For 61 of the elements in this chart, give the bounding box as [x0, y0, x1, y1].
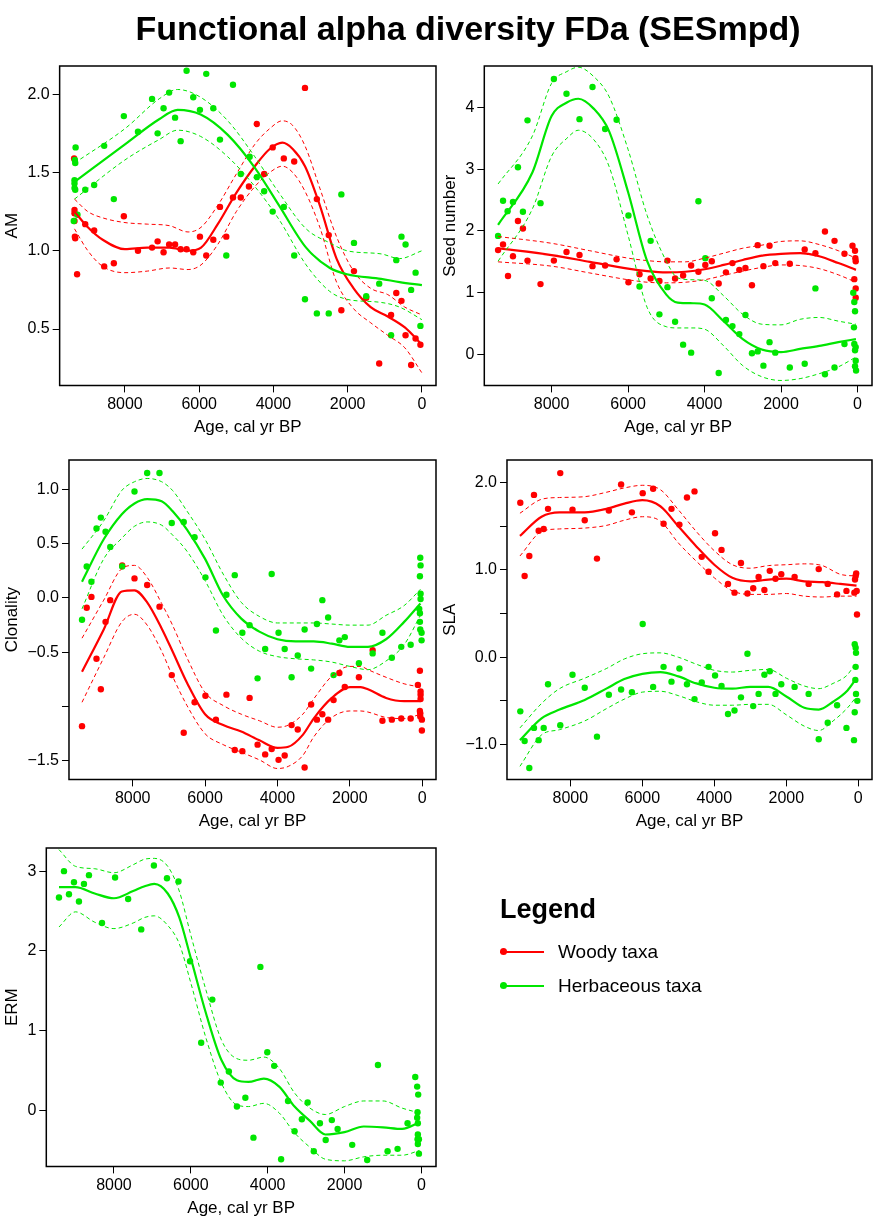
y-axis-title: SLA: [439, 602, 459, 636]
y-tick-label: 4: [465, 97, 475, 115]
y-tick-label: 3: [465, 159, 475, 177]
x-tick-label: 0: [417, 395, 427, 413]
chart-title: Functional alpha diversity FDa (SESmpd): [134, 8, 802, 48]
y-tick-label: 1: [465, 283, 475, 301]
y-tick-label: 1.0: [27, 241, 50, 259]
x-axis-title: Age, cal yr BP: [635, 811, 744, 831]
x-tick-label: 8000: [96, 1176, 132, 1194]
x-tick-label: 6000: [181, 395, 218, 413]
y-tick-label: −1.5: [27, 751, 60, 769]
x-tick-label: 4000: [686, 395, 723, 413]
x-tick-label: 8000: [107, 395, 143, 413]
x-tick-label: 0: [853, 789, 863, 807]
x-tick-label: 6000: [187, 789, 223, 807]
y-tick-label: 1: [27, 1021, 37, 1039]
legend-label: Woody taxa: [558, 941, 658, 963]
y-tick-label: 1.0: [474, 560, 498, 578]
y-tick-label: 0: [465, 344, 475, 362]
y-tick-label: 2: [27, 941, 37, 959]
y-tick-label: 2.0: [27, 84, 50, 102]
x-axis-title: Age, cal yr BP: [193, 417, 302, 437]
y-axis-title: AM: [1, 212, 21, 239]
x-tick-label: 4000: [259, 789, 296, 807]
y-tick-label: 3: [27, 861, 37, 879]
x-tick-label: 2000: [332, 789, 368, 807]
y-tick-label: 0.5: [27, 319, 50, 337]
y-axis-title: ERM: [1, 988, 21, 1027]
y-tick-label: 1.0: [36, 479, 60, 497]
x-tick-label: 2000: [763, 395, 799, 413]
x-axis-title: Age, cal yr BP: [624, 417, 733, 437]
x-tick-label: 4000: [255, 395, 292, 413]
y-tick-label: −0.5: [27, 642, 60, 660]
legend-label: Herbaceous taxa: [558, 975, 702, 997]
x-tick-label: 2000: [326, 1176, 363, 1194]
x-tick-label: 0: [417, 789, 427, 807]
x-tick-label: 6000: [624, 789, 661, 807]
y-tick-label: 0.0: [474, 647, 498, 665]
x-tick-label: 4000: [696, 789, 733, 807]
x-tick-label: 6000: [173, 1176, 209, 1194]
y-tick-label: 0.0: [36, 588, 60, 606]
y-tick-label: 0: [27, 1100, 37, 1118]
x-tick-label: 0: [416, 1176, 426, 1194]
x-axis-title: Age, cal yr BP: [187, 1198, 296, 1218]
y-axis-title: Clonality: [1, 586, 21, 653]
y-tick-label: 1.5: [27, 162, 50, 180]
x-tick-label: 2000: [768, 789, 805, 807]
y-tick-label: −1.0: [465, 734, 498, 752]
x-tick-label: 4000: [249, 1176, 286, 1194]
x-tick-label: 0: [853, 395, 863, 413]
y-axis-title: Seed number: [439, 174, 459, 277]
y-tick-label: 2.0: [474, 473, 498, 491]
x-tick-label: 6000: [610, 395, 646, 413]
x-tick-label: 8000: [114, 789, 151, 807]
x-tick-label: 8000: [533, 395, 570, 413]
x-axis-title: Age, cal yr BP: [198, 811, 307, 831]
legend-title: Legend: [500, 894, 597, 925]
x-tick-label: 2000: [329, 395, 366, 413]
y-tick-label: 0.5: [36, 534, 60, 552]
x-tick-label: 8000: [552, 789, 589, 807]
y-tick-label: 2: [465, 221, 475, 239]
